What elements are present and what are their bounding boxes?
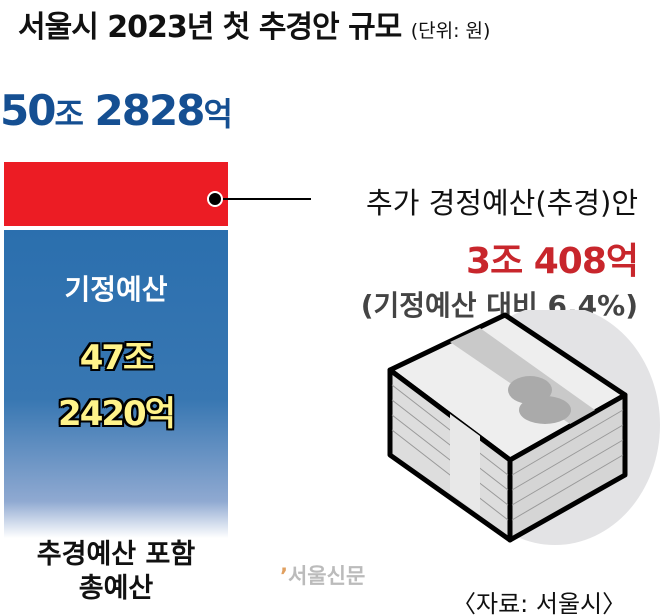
total-unit2: 억 [203, 95, 232, 133]
bar-label: 추경예산 포함 총예산 [4, 538, 228, 606]
total-num1: 50 [0, 86, 56, 135]
source-note: 〈자료: 서울시〉 [452, 590, 627, 615]
title-text: 서울시 2023년 첫 추경안 규모 [18, 10, 402, 45]
callout-dot [207, 191, 223, 207]
unit-label: (단위: 원) [410, 20, 491, 42]
watermark-logo: ’서울신문 [280, 564, 366, 588]
money-stack-icon [387, 310, 660, 545]
total-value: 50조 2828억 [0, 86, 233, 135]
total-unit1: 조 [54, 95, 83, 133]
total-num2: 2828 [94, 86, 206, 135]
bar-segment-supplement [4, 162, 228, 226]
base-value-1: 47조 [79, 338, 155, 378]
chart-title: 서울시 2023년 첫 추경안 규모 (단위: 원) [18, 2, 490, 46]
base-value-2: 2420억 [58, 394, 176, 434]
supplement-value: 3조 408억 [466, 241, 639, 282]
callout-line [223, 198, 311, 200]
supplement-label: 추가 경정예산(추경)안 [366, 186, 638, 220]
bar-segment-base [4, 230, 228, 538]
watermark-text: 서울신문 [287, 564, 366, 588]
base-label: 기정예산 [64, 273, 168, 306]
bar-label-line1: 추경예산 포함 [36, 539, 196, 570]
bar-label-line2: 총예산 [78, 573, 154, 604]
